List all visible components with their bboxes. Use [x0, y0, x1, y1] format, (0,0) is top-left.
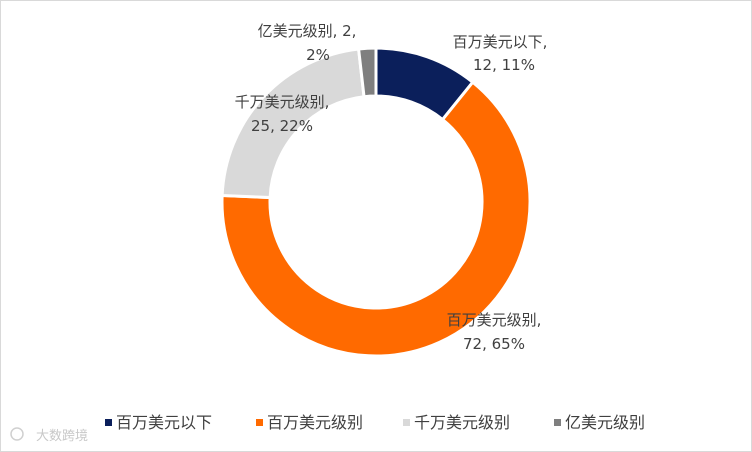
watermark: 大数跨境	[10, 427, 88, 444]
data-label-0-line2: 12, 11%	[473, 56, 535, 74]
legend-label-3: 亿美元级别	[565, 413, 645, 432]
legend-label-2: 千万美元级别	[414, 413, 510, 432]
data-label-2-line2: 25, 22%	[251, 117, 313, 135]
legend-swatch-0	[105, 419, 112, 426]
data-label-2-line1: 千万美元级别,	[235, 93, 330, 111]
data-label-0-line1: 百万美元以下,	[453, 33, 548, 51]
data-label-1-line2: 72, 65%	[463, 335, 525, 353]
data-label-3-line2: 2%	[306, 46, 330, 64]
legend-swatch-1	[256, 419, 263, 426]
legend: 百万美元以下 百万美元级别 千万美元级别 亿美元级别	[105, 413, 645, 432]
donut-slice-1	[220, 80, 532, 358]
data-label-1-line1: 百万美元级别,	[447, 311, 542, 329]
donut-slices	[220, 46, 532, 358]
legend-label-0: 百万美元以下	[116, 413, 212, 432]
data-label-3-line1: 亿美元级别, 2,	[258, 22, 357, 40]
watermark-text: 大数跨境	[36, 429, 88, 444]
legend-swatch-2	[403, 419, 410, 426]
legend-label-1: 百万美元级别	[267, 413, 363, 432]
donut-slice-3	[356, 46, 378, 99]
watermark-logo-icon	[10, 427, 24, 441]
legend-swatch-3	[554, 419, 561, 426]
